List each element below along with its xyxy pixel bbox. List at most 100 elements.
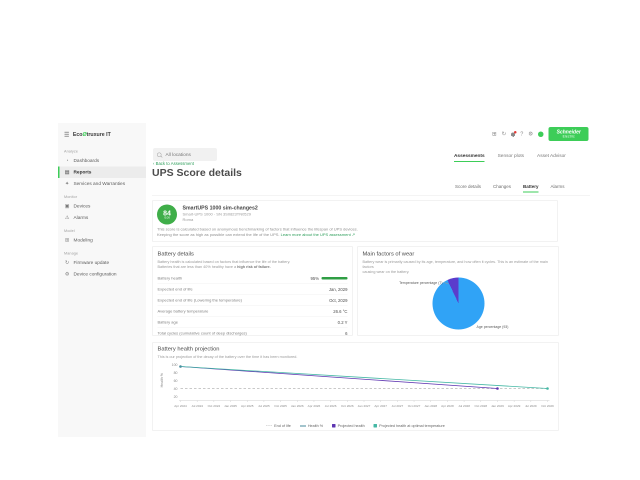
- sidebar-item-label: Firmware update: [73, 260, 110, 266]
- settings-gear-icon[interactable]: ⚙: [528, 130, 534, 137]
- device-configuration-icon: ⚙: [64, 271, 70, 278]
- tab-alarms[interactable]: Alarms: [550, 184, 565, 189]
- sidebar-item-reports[interactable]: ▤ Reports: [58, 166, 146, 178]
- score-badge: 84 /100: [157, 204, 177, 225]
- sidebar-item-devices[interactable]: ▣ Devices: [58, 201, 146, 213]
- learn-more-link[interactable]: Learn more about the UPS assessment ↗: [280, 232, 356, 238]
- svg-text:20: 20: [174, 395, 178, 399]
- battery-details-rows: Battery health 95% Expected end of life …: [157, 273, 348, 339]
- projection-title: Battery health projection: [157, 346, 220, 352]
- chart-legend: End of life Health % Projected health Proje…: [153, 423, 559, 429]
- end-of-life-lower-temp-row: Expected end of life (Lowering the tempe…: [157, 295, 348, 306]
- svg-text:Jan 2025: Jan 2025: [224, 404, 237, 408]
- sidebar-section-manage: Manage: [64, 251, 79, 256]
- schneider-logo-text: Schneider: [556, 129, 581, 135]
- score-description: This score is calculated based on anonym…: [157, 227, 358, 238]
- reports-icon: ▤: [64, 169, 70, 176]
- search-input[interactable]: [164, 151, 212, 158]
- battery-details-card: Battery details Battery health is calcul…: [152, 246, 353, 336]
- legend-item[interactable]: Projected health: [332, 424, 365, 428]
- legend-label: Projected health at optimal temperature: [379, 423, 445, 429]
- sidebar-item-label: Modeling: [73, 237, 93, 244]
- location-search[interactable]: [153, 148, 217, 161]
- schneider-logo-subtext: Electric: [562, 134, 575, 139]
- help-icon[interactable]: ?: [520, 130, 524, 137]
- svg-text:Jul 2026: Jul 2026: [325, 404, 337, 408]
- legend-item[interactable]: End of life: [266, 424, 291, 428]
- sidebar-section-model: Model: [64, 228, 75, 234]
- main-tabs: Assessments Sensor plots Asset Advisor: [454, 153, 566, 162]
- battery-details-title: Battery details: [157, 251, 194, 257]
- sidebar-item-dashboards[interactable]: ◔ Dashboards: [58, 155, 146, 167]
- score-max: /100: [164, 216, 170, 220]
- svg-text:Oct 2027: Oct 2027: [408, 404, 421, 408]
- apps-grid-icon[interactable]: ⊞: [492, 130, 497, 137]
- sidebar-header: ☰ EcoØtruxure IT: [58, 123, 146, 144]
- sidebar-item-alarms[interactable]: ⚠ Alarms: [58, 212, 146, 224]
- svg-text:80: 80: [174, 371, 178, 375]
- detail-tabs: Score details Changes Battery Alarms: [455, 184, 565, 193]
- svg-text:Oct 2026: Oct 2026: [341, 404, 354, 408]
- svg-text:Apr 2025: Apr 2025: [241, 404, 254, 408]
- sidebar-item-label: Alarms: [73, 215, 89, 221]
- wear-pie: [432, 277, 485, 330]
- battery-details-description: Battery health is calculated based on fa…: [157, 259, 291, 270]
- tab-sensor-plots[interactable]: Sensor plots: [497, 153, 525, 159]
- tab-changes[interactable]: Changes: [493, 184, 512, 189]
- legend-label: Health %: [307, 423, 324, 429]
- device-location: Roma: [182, 217, 194, 223]
- legend-item[interactable]: Health %: [299, 423, 324, 429]
- svg-text:Apr 2024: Apr 2024: [174, 404, 187, 408]
- tab-score-details[interactable]: Score details: [455, 184, 482, 189]
- page-title: UPS Score details: [152, 167, 242, 179]
- modeling-icon: ⊞: [65, 237, 69, 244]
- sidebar-item-label: Device configuration: [73, 271, 117, 278]
- sidebar-item-services-warranties[interactable]: ✦ Services and Warranties: [58, 178, 146, 190]
- avg-temperature-row: Average battery temperature 26.6 °C: [157, 306, 348, 317]
- wear-factors-title: Main factors of wear: [362, 251, 415, 257]
- svg-text:Apr 2028: Apr 2028: [441, 404, 454, 408]
- device-name: SmartUPS 1000 sim-changes2: [182, 205, 258, 211]
- svg-text:Jul 2024: Jul 2024: [191, 404, 203, 408]
- sidebar: ☰ EcoØtruxure IT Analyze ◔ Dashboards ▤ …: [58, 123, 146, 437]
- legend-marker: [299, 425, 306, 427]
- svg-text:Jul 2029: Jul 2029: [525, 404, 537, 408]
- svg-text:60: 60: [174, 379, 178, 383]
- sidebar-item-firmware-update[interactable]: ↻ Firmware update: [58, 257, 146, 269]
- user-avatar[interactable]: [538, 131, 544, 137]
- history-icon[interactable]: ↻: [501, 130, 507, 137]
- battery-age-row: Battery age 0.2 Y: [157, 317, 348, 328]
- tab-asset-advisor[interactable]: Asset Advisor: [537, 153, 566, 159]
- hamburger-menu-icon[interactable]: ☰: [64, 131, 70, 138]
- chevron-left-icon: ‹: [153, 161, 155, 166]
- total-cycles-row: Total cycles (cumulative count of deep d…: [157, 330, 348, 336]
- notification-badge: [514, 130, 517, 134]
- wear-factors-description: Battery wear is primarily caused by its …: [362, 259, 548, 275]
- tab-battery[interactable]: Battery: [523, 184, 539, 193]
- sidebar-item-label: Dashboards: [73, 158, 100, 164]
- legend-item[interactable]: Projected health at optimal temperature: [373, 423, 445, 429]
- svg-text:100: 100: [172, 363, 178, 367]
- legend-marker: [373, 424, 378, 428]
- device-model-sn: Smart-UPS 1000 · SN 3S0823TN0529: [182, 212, 251, 217]
- end-of-life-row: Expected end of life Jan, 2029: [157, 284, 348, 295]
- sidebar-item-label: Reports: [73, 169, 92, 176]
- score-value: 84: [163, 208, 171, 217]
- tab-assessments[interactable]: Assessments: [454, 153, 485, 162]
- sidebar-section-monitor: Monitor: [64, 194, 78, 200]
- svg-text:Apr 2029: Apr 2029: [508, 404, 521, 408]
- health-progress-bar: [321, 277, 348, 280]
- sidebar-section-analyze: Analyze: [64, 149, 79, 154]
- breadcrumb[interactable]: ‹ Back to Assessment: [153, 161, 194, 166]
- notifications-bell-icon[interactable]: [511, 130, 517, 137]
- schneider-electric-logo[interactable]: Schneider Electric: [548, 127, 589, 141]
- svg-text:Jan 2028: Jan 2028: [424, 404, 437, 408]
- sidebar-item-modeling[interactable]: ⊞ Modeling: [58, 235, 146, 247]
- svg-text:Jan 2027: Jan 2027: [358, 404, 371, 408]
- ecostruxure-logo: EcoØtruxure IT: [72, 131, 111, 138]
- pie-label-temperature: Temperature percentage (7): [370, 282, 449, 286]
- sidebar-item-device-configuration[interactable]: ⚙ Device configuration: [58, 269, 146, 281]
- svg-text:Jul 2028: Jul 2028: [458, 404, 470, 408]
